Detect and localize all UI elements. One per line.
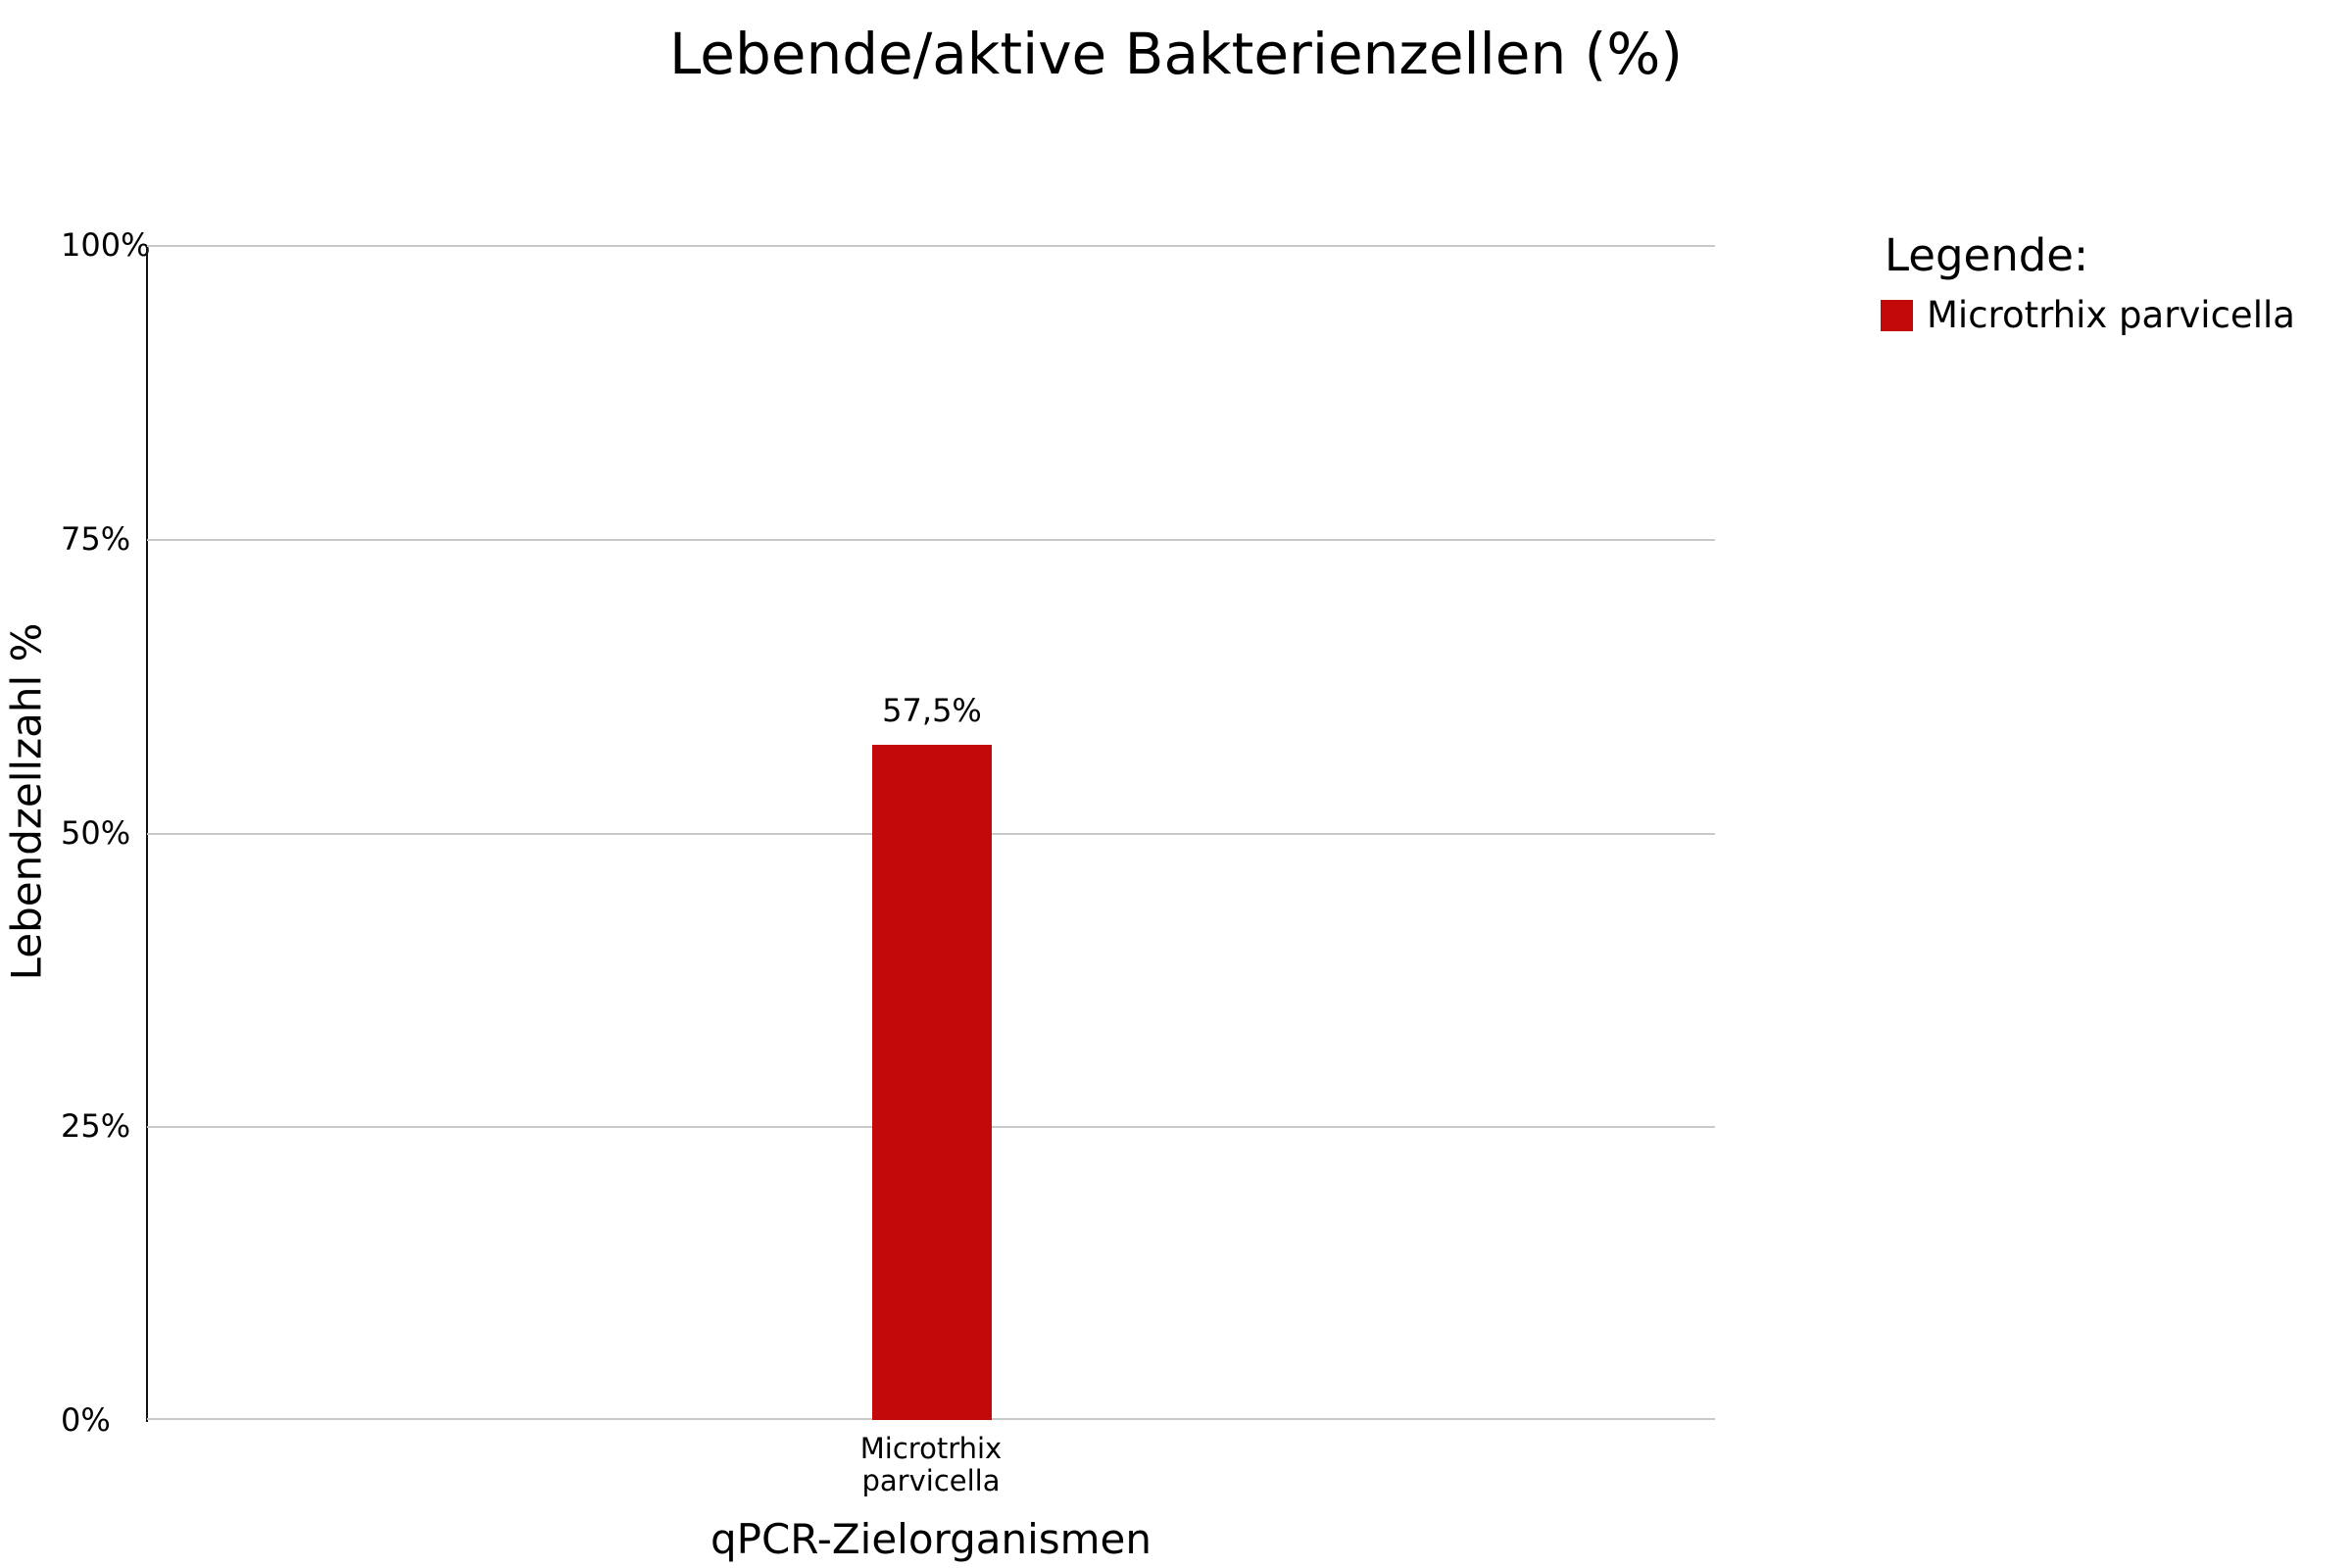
y-tick-100: 100% — [61, 226, 151, 264]
legend: Legende: Microtrhix parvicella — [1881, 229, 2295, 337]
chart-title: Lebende/aktive Bakterienzellen (%) — [668, 21, 1684, 87]
bar-value-label: 57,5% — [882, 692, 982, 729]
legend-title: Legende: — [1885, 229, 2089, 281]
x-category-label: Microtrhix parvicella — [859, 1432, 1003, 1497]
legend-item: Microtrhix parvicella — [1881, 294, 2295, 337]
plot-area: 57,5% — [147, 245, 1715, 1420]
gridline-75 — [147, 539, 1715, 541]
y-tick-25: 25% — [61, 1107, 131, 1145]
gridline-100 — [147, 245, 1715, 247]
y-tick-75: 75% — [61, 520, 131, 558]
y-axis-label: Lebendzellzahl % — [2, 622, 51, 981]
y-tick-0: 0% — [61, 1401, 111, 1439]
legend-color-swatch — [1881, 300, 1913, 331]
y-tick-50: 50% — [61, 814, 131, 852]
bar-microtrhix-parvicella — [872, 745, 992, 1420]
x-axis-label: qPCR-Zielorganismen — [710, 1515, 1152, 1563]
legend-item-label: Microtrhix parvicella — [1927, 294, 2295, 336]
